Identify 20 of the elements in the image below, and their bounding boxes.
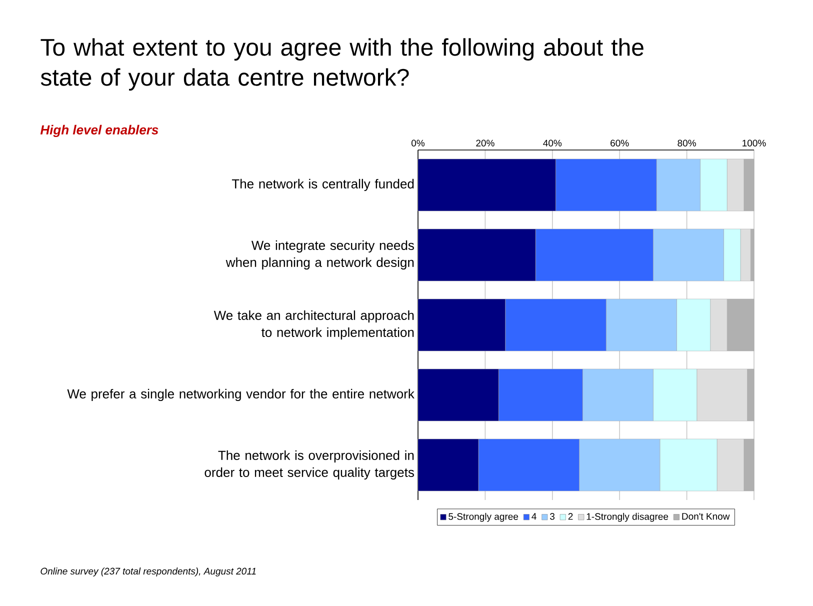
legend-label: 4 <box>532 513 536 520</box>
x-tick-label: 100% <box>742 140 766 146</box>
x-tick-label: 80% <box>678 140 696 146</box>
x-tick-label: 20% <box>476 140 494 146</box>
legend-label: 3 <box>550 513 555 520</box>
legend-label: Don't Know <box>682 513 730 520</box>
x-tick-label: 60% <box>610 140 629 146</box>
legend-label: 2 <box>568 513 573 520</box>
y-tick-label: The network is centrally funded <box>232 178 414 192</box>
text: Online survey (237 total respondents), August 2011 <box>40 568 256 576</box>
x-tick-label: 0% <box>412 140 425 146</box>
x-tick-label: 40% <box>543 140 562 146</box>
chart-title: To what extent to you agree with the following about the state of your data centre network? <box>40 38 644 91</box>
y-tick-label: We integrate security needs when planning a network design <box>226 240 414 270</box>
y-tick-label: We prefer a single networking vendor for the entire network <box>67 388 414 402</box>
text: High level enablers <box>40 124 158 138</box>
legend-label: 5-Strongly agree <box>448 512 518 522</box>
y-tick-label: The network is overprovisioned in order to meet service quality targets <box>204 450 414 480</box>
legend-label: 1-Strongly disagree <box>586 512 668 522</box>
y-tick-label: We take an architectural approach to network implementation <box>214 310 414 340</box>
